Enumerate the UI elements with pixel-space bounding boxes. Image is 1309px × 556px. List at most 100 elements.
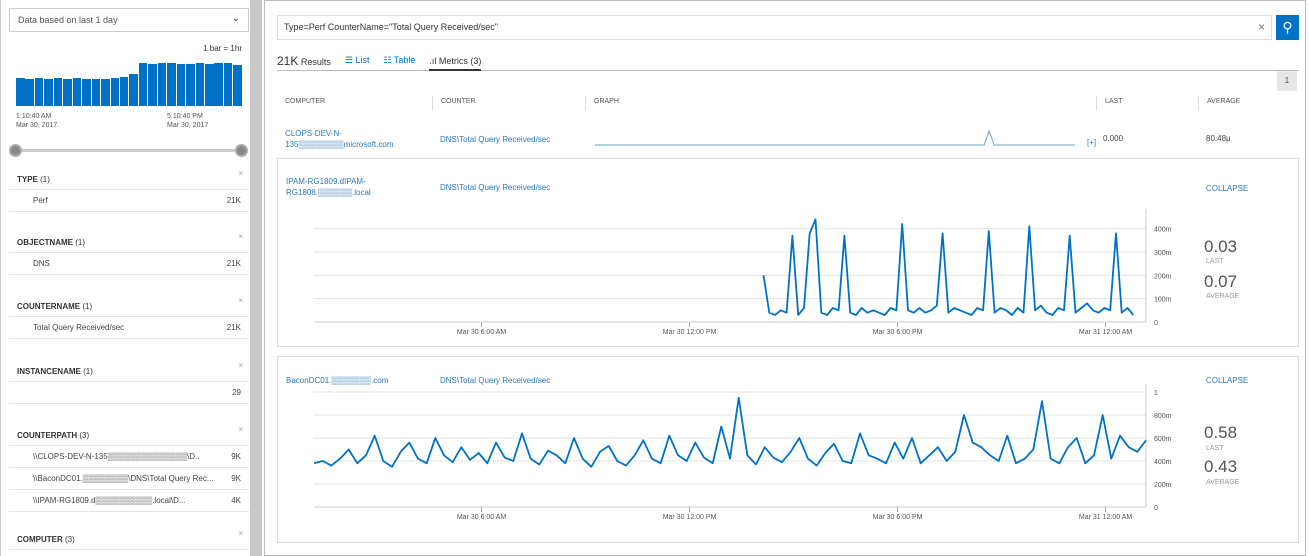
histogram-bar[interactable] bbox=[157, 63, 167, 106]
close-icon[interactable]: × bbox=[238, 529, 243, 538]
row1-sparkline bbox=[595, 129, 1075, 146]
histogram-bar[interactable] bbox=[233, 64, 242, 106]
facet-title: COMPUTER (3) × bbox=[9, 529, 249, 550]
close-icon[interactable]: × bbox=[238, 361, 243, 370]
histogram-bar[interactable] bbox=[119, 77, 129, 106]
histogram-start-label: 1:10:40 AM Mar 30, 2017 bbox=[16, 113, 58, 129]
row2-card: IPAM-RG1809.dIPAM-RG1808.▒▒▒▒▒▒.local DN… bbox=[277, 158, 1299, 347]
histogram-bar[interactable] bbox=[44, 79, 53, 106]
facet-row[interactable]: 29 bbox=[9, 382, 249, 404]
y-tick-label: 0 bbox=[1154, 505, 1158, 512]
sidebar-scrollbar[interactable] bbox=[250, 0, 262, 556]
tab-table[interactable]: ☷ Table bbox=[383, 55, 416, 65]
histogram-bar[interactable] bbox=[63, 78, 72, 106]
col-last: LAST bbox=[1096, 96, 1123, 110]
histogram-bar[interactable] bbox=[101, 79, 110, 106]
x-tick-label: Mar 30 12:00 PM bbox=[663, 514, 717, 521]
histogram-bar[interactable] bbox=[72, 78, 82, 106]
time-histogram[interactable] bbox=[16, 60, 243, 106]
row3-counter-link[interactable]: DNS\Total Query Received/sec bbox=[440, 376, 551, 385]
row3-last-label: LAST bbox=[1206, 445, 1224, 452]
y-tick-label: 100m bbox=[1154, 297, 1172, 304]
facet-row[interactable]: \\IPAM-RG1809.d▒▒▒▒▒▒▒▒▒▒.local\D... 4K bbox=[9, 490, 249, 512]
row2-collapse-button[interactable]: COLLAPSE bbox=[1206, 184, 1249, 193]
sparkline-line bbox=[595, 129, 1075, 146]
histogram-bar[interactable] bbox=[148, 63, 157, 106]
row3-average-label: AVERAGE bbox=[1206, 479, 1240, 486]
search-button[interactable]: ⚲ bbox=[1276, 15, 1299, 40]
histogram-bar[interactable] bbox=[186, 63, 195, 106]
row2-chart: 0 100m 200m 300m 400m Mar 30 6:00 AM Mar 30 12… bbox=[314, 209, 1172, 336]
time-slider-end-handle[interactable] bbox=[235, 144, 248, 157]
row3-chart: 0 200m 400m 600m 800m 1 Mar 30 6:00 AM Mar 30 1… bbox=[313, 384, 1172, 521]
facet-countername: COUNTERNAME (1) × Total Query Received/sec… bbox=[9, 296, 249, 339]
row1-average: 80.48μ bbox=[1206, 134, 1231, 143]
x-tick-label: Mar 31 12:00 AM bbox=[1079, 329, 1132, 336]
x-tick-label: Mar 30 6:00 AM bbox=[457, 514, 507, 521]
facet-row[interactable]: Perf 21K bbox=[9, 190, 249, 212]
facet-row[interactable]: \\BaconDC01.▒▒▒▒▒▒▒▒\DNS\Total Query Rec… bbox=[9, 468, 249, 490]
histogram-bar[interactable] bbox=[110, 77, 119, 106]
row2-counter-link[interactable]: DNS\Total Query Received/sec bbox=[440, 183, 551, 192]
y-tick-label: 300m bbox=[1154, 250, 1172, 257]
facet-row[interactable]: DNS 21K bbox=[9, 253, 249, 275]
page-number[interactable]: 1 bbox=[1277, 71, 1297, 91]
time-range-value: Data based on last 1 day bbox=[18, 15, 118, 25]
close-icon[interactable]: × bbox=[238, 425, 243, 434]
facet-title: COUNTERPATH (3) × bbox=[9, 425, 249, 446]
facet-row[interactable]: \\CLOPS-DEV-N-135▒▒▒▒▒▒▒▒▒▒▒▒▒▒\D.. 9K bbox=[9, 446, 249, 468]
histogram-bar[interactable] bbox=[214, 63, 223, 106]
close-icon[interactable]: × bbox=[238, 232, 243, 241]
series-line bbox=[313, 396, 1147, 468]
x-tick-label: Mar 30 6:00 PM bbox=[873, 514, 923, 521]
histogram-bar[interactable] bbox=[223, 63, 233, 106]
time-slider-track[interactable] bbox=[15, 149, 243, 152]
row3-last-value: 0.58 bbox=[1204, 423, 1238, 442]
row1-expand-button[interactable]: [+] bbox=[1087, 138, 1097, 147]
histogram-bar[interactable] bbox=[195, 63, 205, 106]
time-range-dropdown[interactable]: Data based on last 1 day ⌄ bbox=[9, 8, 249, 32]
series-line bbox=[762, 218, 1134, 316]
histogram-bar[interactable] bbox=[129, 73, 138, 106]
row3-average-value: 0.43 bbox=[1204, 457, 1238, 476]
histogram-bar[interactable] bbox=[91, 78, 101, 106]
col-counter: COUNTER bbox=[432, 96, 476, 110]
facet-title: TYPE (1) × bbox=[9, 169, 249, 190]
row3-collapse-button[interactable]: COLLAPSE bbox=[1206, 376, 1249, 385]
histogram-bar[interactable] bbox=[167, 63, 176, 106]
time-slider-start-handle[interactable] bbox=[9, 144, 22, 157]
close-icon[interactable]: × bbox=[238, 169, 243, 178]
close-icon[interactable]: × bbox=[238, 296, 243, 305]
row2-computer-link[interactable]: IPAM-RG1809.dIPAM-RG1808.▒▒▒▒▒▒.local bbox=[286, 177, 371, 197]
histogram-bar[interactable] bbox=[34, 78, 44, 106]
histogram-bar[interactable] bbox=[138, 63, 148, 106]
facet-row[interactable]: Total Query Received/sec 21K bbox=[9, 317, 249, 339]
facet-objectname: OBJECTNAME (1) × DNS 21K bbox=[9, 232, 249, 275]
y-tick-label: 400m bbox=[1154, 227, 1172, 234]
row2-average-label: AVERAGE bbox=[1206, 293, 1240, 300]
row1-computer-link[interactable]: CLOPS-DEV-N-135▒▒▒▒▒▒▒▒microsoft.com bbox=[285, 129, 394, 149]
row3-computer-link[interactable]: BaconDC01.▒▒▒▒▒▒▒.com bbox=[286, 376, 389, 385]
histogram-bar[interactable] bbox=[176, 63, 186, 106]
tab-metrics[interactable]: .ıl Metrics (3) bbox=[429, 56, 482, 71]
facet-instancename: INSTANCENAME (1) × 29 bbox=[9, 361, 249, 404]
histogram-bar[interactable] bbox=[53, 78, 63, 106]
x-tick-label: Mar 31 12:00 AM bbox=[1079, 514, 1132, 521]
row1-counter-link[interactable]: DNS\Total Query Received/sec bbox=[440, 135, 551, 144]
histogram-bar[interactable] bbox=[25, 78, 34, 106]
clear-icon[interactable]: × bbox=[1257, 20, 1265, 34]
tab-list[interactable]: ☰ List bbox=[344, 55, 370, 65]
y-tick-label: 200m bbox=[1154, 273, 1172, 280]
chevron-down-icon: ⌄ bbox=[231, 13, 240, 24]
col-computer: COMPUTER bbox=[285, 98, 326, 105]
y-tick-label: 800m bbox=[1154, 413, 1172, 420]
facet-computer: COMPUTER (3) × bbox=[9, 529, 249, 550]
view-tabs: 21K Results ☰ List ☷ Table .ıl Metrics (… bbox=[277, 51, 1299, 71]
histogram-bar[interactable] bbox=[16, 78, 25, 106]
row2-last-value: 0.03 bbox=[1204, 237, 1238, 256]
bar-legend: 1 bar = 1hr bbox=[203, 44, 242, 53]
histogram-bar[interactable] bbox=[82, 78, 91, 106]
search-input[interactable]: Type=Perf CounterName="Total Query Recei… bbox=[277, 15, 1272, 40]
y-tick-label: 0 bbox=[1154, 320, 1158, 327]
histogram-bar[interactable] bbox=[205, 64, 214, 106]
